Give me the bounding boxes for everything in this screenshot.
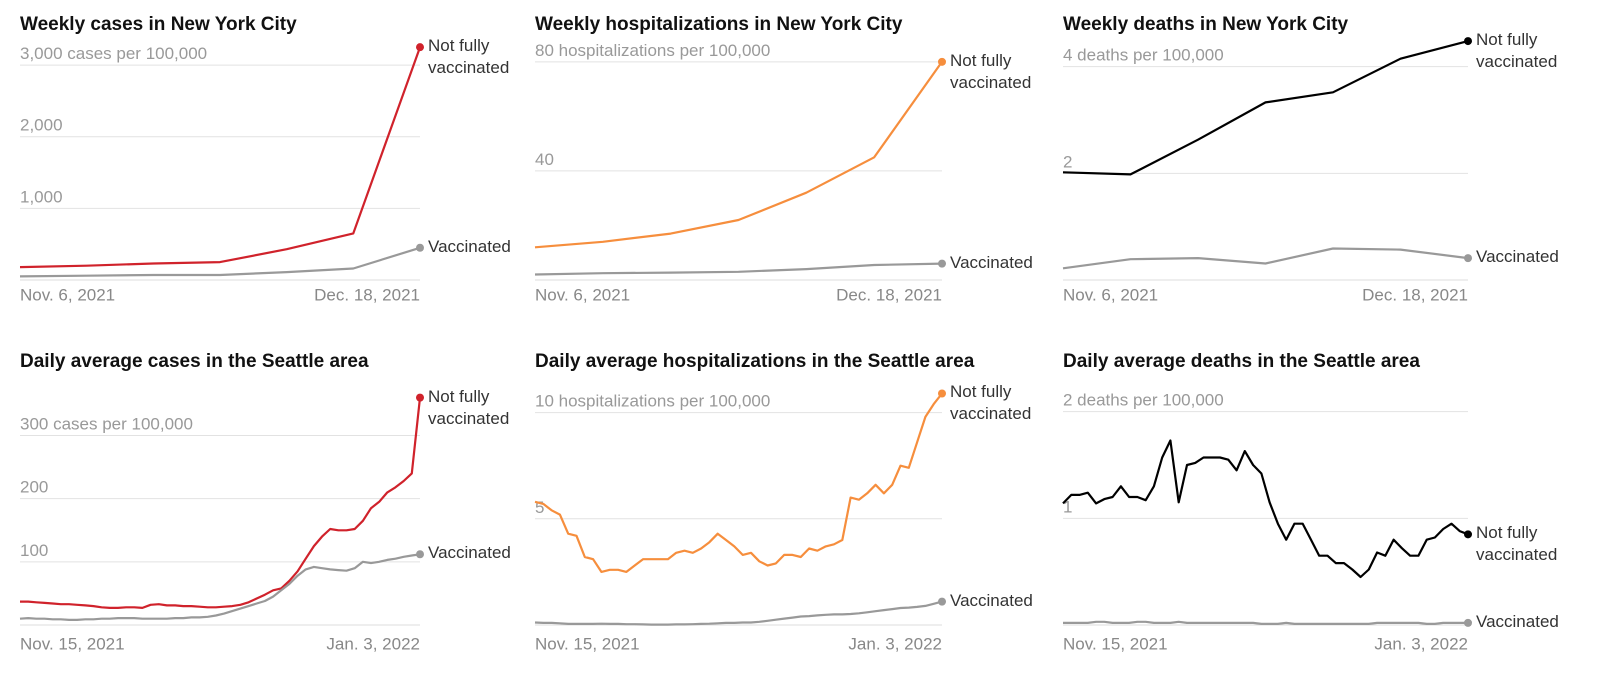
end-point — [416, 393, 424, 402]
y-tick-label: 3,000 cases per 100,000 — [20, 44, 207, 63]
x-tick-label: Jan. 3, 2022 — [848, 634, 942, 653]
series-label: Not fully vaccinated — [428, 386, 510, 428]
x-tick-label: Jan. 3, 2022 — [326, 634, 420, 653]
y-tick-label: 2,000 — [20, 116, 63, 135]
end-point — [1464, 37, 1472, 46]
y-tick-label: 4 deaths per 100,000 — [1063, 46, 1224, 65]
series-label: Vaccinated — [950, 590, 1033, 610]
x-tick-label: Nov. 15, 2021 — [20, 634, 125, 653]
x-tick-label: Nov. 15, 2021 — [1063, 634, 1168, 653]
y-tick-label: 2 — [1063, 152, 1072, 171]
y-tick-label: 300 cases per 100,000 — [20, 415, 193, 434]
series-label: Not fully vaccinated — [950, 382, 1032, 424]
series-label: Not fully vaccinated — [950, 50, 1032, 92]
end-point — [1464, 254, 1472, 263]
y-tick-label: 2 deaths per 100,000 — [1063, 391, 1224, 410]
x-tick-label: Dec. 18, 2021 — [836, 285, 942, 304]
chart-title: Weekly hospitalizations in New York City — [535, 14, 903, 35]
series-line — [20, 397, 422, 609]
series-line — [534, 600, 943, 626]
series-label: Vaccinated — [1476, 611, 1559, 631]
y-tick-label: 10 hospitalizations per 100,000 — [535, 392, 770, 411]
x-tick-label: Dec. 18, 2021 — [1362, 285, 1468, 304]
series-label: Not fully vaccinated — [428, 36, 510, 78]
end-point — [938, 57, 946, 66]
end-point — [416, 550, 424, 559]
x-tick-label: Dec. 18, 2021 — [314, 285, 420, 304]
series-line — [534, 392, 943, 573]
y-tick-label: 1,000 — [20, 187, 63, 206]
x-tick-label: Nov. 6, 2021 — [1063, 285, 1158, 304]
series-line — [1062, 247, 1469, 270]
series-line — [534, 262, 943, 276]
end-point — [416, 43, 424, 52]
series-label: Not fully vaccinated — [1476, 523, 1558, 565]
series-line — [1062, 439, 1469, 579]
y-tick-label: 100 — [20, 541, 48, 560]
series-line — [534, 61, 943, 249]
series-line — [19, 553, 421, 621]
series-label: Not fully vaccinated — [1476, 30, 1558, 72]
series-line — [19, 46, 422, 269]
chart-title: Daily average hospitalizations in the Se… — [535, 351, 975, 372]
series-label: Vaccinated — [1476, 247, 1559, 267]
end-point — [1464, 530, 1472, 539]
x-tick-label: Nov. 6, 2021 — [535, 285, 630, 304]
series-line — [1062, 40, 1469, 176]
series-label: Vaccinated — [950, 252, 1033, 272]
y-tick-label: 200 — [20, 478, 48, 497]
chart-title: Weekly deaths in New York City — [1063, 14, 1349, 35]
end-point — [416, 243, 424, 252]
y-tick-label: 40 — [535, 150, 554, 169]
y-tick-label: 5 — [535, 498, 544, 517]
end-point — [938, 389, 946, 398]
series-line — [1063, 620, 1468, 625]
y-tick-label: 80 hospitalizations per 100,000 — [535, 41, 770, 60]
x-tick-label: Nov. 6, 2021 — [20, 285, 115, 304]
chart-title: Daily average cases in the Seattle area — [20, 351, 369, 372]
series-label: Vaccinated — [428, 543, 511, 563]
series-line — [19, 246, 421, 278]
y-tick-label: 1 — [1063, 497, 1072, 516]
end-point — [938, 597, 946, 606]
chart-title: Daily average deaths in the Seattle area — [1063, 351, 1420, 372]
end-point — [938, 259, 946, 268]
chart-title: Weekly cases in New York City — [20, 14, 297, 35]
series-label: Vaccinated — [428, 236, 511, 256]
end-point — [1464, 618, 1472, 627]
x-tick-label: Jan. 3, 2022 — [1374, 634, 1468, 653]
x-tick-label: Nov. 15, 2021 — [535, 634, 640, 653]
